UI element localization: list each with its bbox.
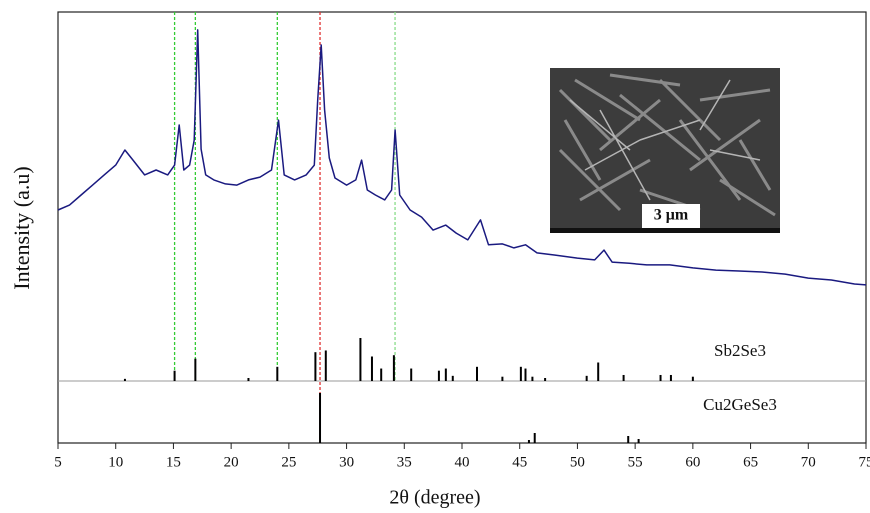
x-axis-label: 2θ (degree) <box>389 487 480 509</box>
x-tick-label: 5 <box>54 454 62 470</box>
x-tick-label: 30 <box>339 454 354 470</box>
sem-footer <box>550 228 780 233</box>
x-tick-label: 10 <box>108 454 123 470</box>
x-tick-label: 50 <box>570 454 585 470</box>
inset-image: 3 μm <box>550 68 780 233</box>
sem-texture <box>569 79 761 201</box>
x-tick-label: 70 <box>801 454 816 470</box>
series-label: Sb2Se3 <box>714 341 766 360</box>
x-tick-label: 25 <box>281 454 296 470</box>
scale-label: 3 μm <box>654 207 689 224</box>
y-axis-label: Intensity (a.u) <box>9 166 34 289</box>
x-tick-label: 60 <box>685 454 700 470</box>
x-tick-label: 65 <box>743 454 758 470</box>
x-tick-label: 75 <box>859 454 870 470</box>
x-tick-label: 20 <box>224 454 239 470</box>
xrd-trace <box>57 29 867 286</box>
series-label: Cu2GeSe3 <box>703 395 777 414</box>
x-tick-label: 40 <box>455 454 470 470</box>
x-tick-label: 15 <box>166 454 181 470</box>
sem-texture <box>558 73 776 217</box>
scale-box <box>642 204 700 228</box>
x-tick-label: 55 <box>628 454 643 470</box>
x-tick-label: 45 <box>512 454 527 470</box>
x-tick-label: 35 <box>397 454 412 470</box>
